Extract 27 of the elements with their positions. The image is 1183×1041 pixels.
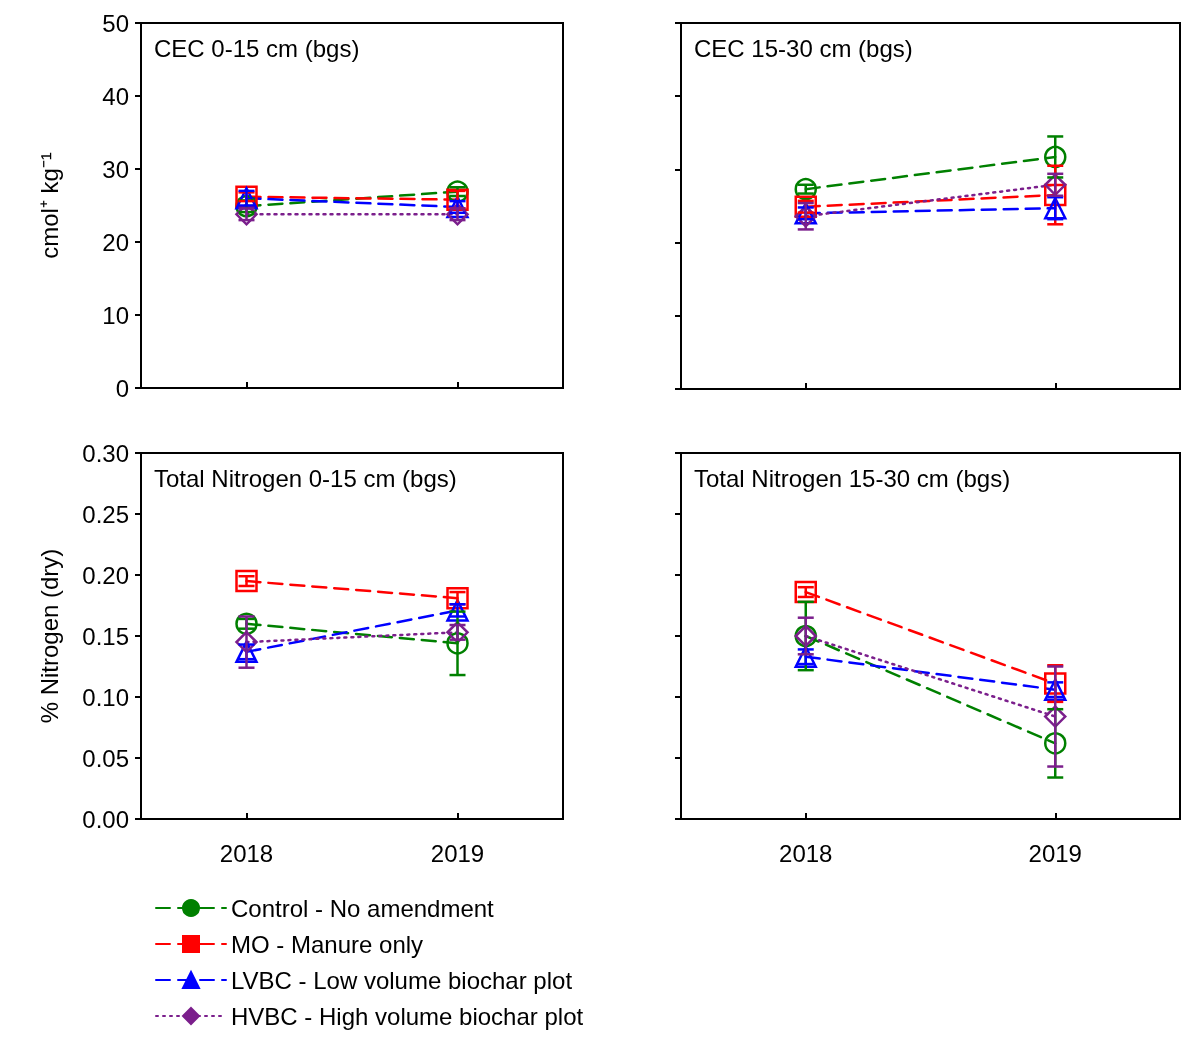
y-tick-label: 0.15 [82, 622, 129, 650]
y-tick-label: 0 [115, 374, 129, 402]
text: Total Nitrogen 15-30 cm (bgs) [694, 464, 1011, 492]
y-tick-label: 0.10 [82, 683, 129, 711]
y-tick-label: 0.00 [82, 805, 129, 833]
y-axis-title: % Nitrogen (dry) [35, 548, 63, 724]
x-tick-label: 2019 [430, 839, 485, 867]
y-tick-label: 50 [102, 9, 129, 37]
x-tick-label: 2019 [1028, 839, 1082, 867]
legend-label: Control - No amendment [231, 894, 495, 922]
y-tick-label: 0.25 [82, 500, 129, 528]
x-tick-label: 2018 [779, 839, 833, 867]
legend-label: LVBC - Low volume biochar plot [231, 966, 573, 994]
text: Total Nitrogen 0-15 cm (bgs) [154, 464, 457, 492]
y-tick-label: 0.20 [82, 561, 129, 589]
y-tick-label: 0.05 [82, 744, 129, 772]
y-tick-label: 40 [102, 82, 129, 110]
text: CEC 0-15 cm (bgs) [154, 34, 360, 62]
y-tick-label: 30 [102, 155, 129, 183]
y-tick-label: 10 [102, 301, 129, 329]
text: CEC 15-30 cm (bgs) [694, 34, 913, 62]
y-axis-title: cmol⁺ kg⁻¹ [35, 152, 63, 259]
y-tick-label: 0.30 [82, 439, 129, 467]
x-tick-label: 2018 [219, 839, 274, 867]
y-tick-label: 20 [102, 228, 129, 256]
legend-label: MO - Manure only [231, 930, 424, 958]
legend-label: HVBC - High volume biochar plot [231, 1002, 584, 1030]
